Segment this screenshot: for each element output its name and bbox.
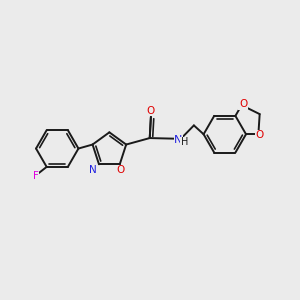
Text: O: O bbox=[116, 165, 124, 175]
Text: O: O bbox=[147, 106, 155, 116]
Text: H: H bbox=[181, 137, 188, 147]
Text: N: N bbox=[88, 165, 96, 175]
Text: O: O bbox=[256, 130, 264, 140]
Text: N: N bbox=[174, 135, 182, 145]
Text: O: O bbox=[239, 99, 247, 109]
Text: F: F bbox=[32, 171, 38, 181]
